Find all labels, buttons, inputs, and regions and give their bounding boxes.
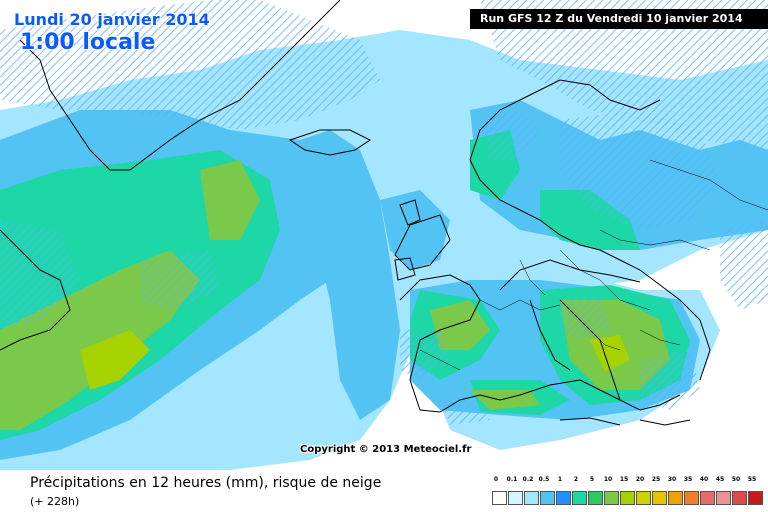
- legend-swatch: [540, 491, 555, 505]
- legend-swatch: [588, 491, 603, 505]
- legend-label: 10: [603, 476, 613, 483]
- precipitation-map: [0, 0, 768, 470]
- precipitation-legend: 0 0.1 0.2 0.5 1 2 5 10 15 20 25 30 35 40 45 50 55: [492, 476, 768, 512]
- legend-swatch: [524, 491, 539, 505]
- legend-labels: 0 0.1 0.2 0.5 1 2 5 10 15 20 25 30 35 40 45 50 55: [492, 476, 768, 488]
- legend-swatch: [572, 491, 587, 505]
- legend-label: 0.1: [506, 476, 518, 483]
- map-area: Lundi 20 janvier 2014 1:00 locale Run GF…: [0, 0, 768, 470]
- legend-label: 50: [731, 476, 741, 483]
- legend-label: 0.5: [538, 476, 550, 483]
- caption-bar: Précipitations en 12 heures (mm), risque…: [0, 470, 768, 512]
- legend-label: 1: [557, 476, 563, 483]
- legend-label: 35: [683, 476, 693, 483]
- legend-swatch: [684, 491, 699, 505]
- legend-swatch: [620, 491, 635, 505]
- legend-swatch: [556, 491, 571, 505]
- forecast-offset: (+ 228h): [30, 495, 80, 508]
- country-borders: [419, 159, 768, 371]
- legend-label: 20: [635, 476, 645, 483]
- legend-swatch: [492, 491, 507, 505]
- legend-label: 30: [667, 476, 677, 483]
- legend-label: 25: [651, 476, 661, 483]
- legend-swatches: [492, 491, 768, 505]
- precip-bright-green: [80, 330, 630, 390]
- legend-swatch: [748, 491, 763, 505]
- map-caption: Précipitations en 12 heures (mm), risque…: [30, 475, 382, 491]
- legend-swatch: [508, 491, 523, 505]
- legend-label: 0: [493, 476, 499, 483]
- forecast-time: 1:00 locale: [20, 30, 156, 55]
- legend-label: 0.2: [522, 476, 534, 483]
- legend-swatch: [700, 491, 715, 505]
- legend-label: 45: [715, 476, 725, 483]
- forecast-date: Lundi 20 janvier 2014: [14, 10, 210, 29]
- legend-swatch: [636, 491, 651, 505]
- copyright-notice: Copyright © 2013 Meteociel.fr: [300, 444, 472, 455]
- legend-label: 55: [747, 476, 757, 483]
- model-run-label: Run GFS 12 Z du Vendredi 10 janvier 2014: [470, 9, 768, 29]
- legend-swatch: [652, 491, 667, 505]
- legend-label: 15: [619, 476, 629, 483]
- legend-label: 5: [589, 476, 595, 483]
- legend-swatch: [716, 491, 731, 505]
- legend-label: 2: [573, 476, 579, 483]
- legend-label: 40: [699, 476, 709, 483]
- legend-swatch: [732, 491, 747, 505]
- legend-swatch: [604, 491, 619, 505]
- legend-swatch: [668, 491, 683, 505]
- snow-risk-hatching: [0, 0, 768, 425]
